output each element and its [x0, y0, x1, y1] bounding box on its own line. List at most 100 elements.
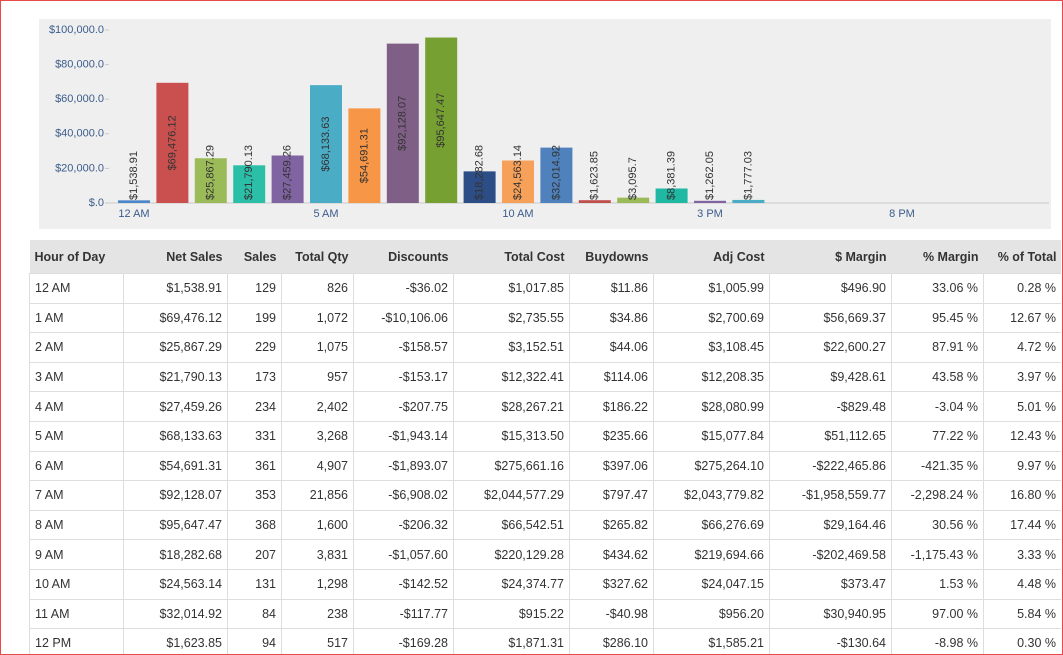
table-cell: $28,267.21 [453, 391, 570, 422]
table-cell: 1 AM [29, 302, 124, 334]
table-cell: 87.91 % [891, 332, 984, 363]
y-tick-label: $.0 [89, 197, 104, 209]
y-tick-label: $40,000.0 [55, 128, 104, 140]
table-row: 5 AM $68,133.63 331 3,268 -$1,943.14 $15,313.… [29, 420, 1061, 452]
table-cell: 826 [281, 273, 354, 304]
table-cell: $29,164.46 [769, 509, 892, 541]
table-cell: $3,108.45 [653, 332, 770, 363]
table-cell: $373.47 [769, 568, 892, 600]
table-cell: $186.22 [569, 391, 654, 422]
table-cell: 7 AM [29, 480, 124, 511]
table-row: 4 AM $27,459.26 234 2,402 -$207.75 $28,267.21… [29, 391, 1061, 422]
table-cell: 3.33 % [983, 539, 1061, 570]
table-cell: $66,542.51 [453, 509, 570, 541]
value-label: $3,095.7 [627, 157, 639, 200]
value-label: $69,476.12 [166, 115, 178, 170]
table-cell: -2,298.24 % [891, 480, 984, 511]
column-header: $ Margin [769, 240, 892, 274]
value-label: $95,647.47 [435, 93, 447, 148]
table-cell: 5.01 % [983, 391, 1061, 422]
table-body: 12 AM $1,538.91 129 826 -$36.02 $1,017.85 $11.… [29, 273, 1061, 654]
value-label: $1,777.03 [742, 151, 754, 200]
table-cell: 199 [227, 302, 282, 334]
table-cell: -$153.17 [353, 361, 454, 393]
table-cell: $11.86 [569, 273, 654, 304]
table-cell: 3 AM [29, 361, 124, 393]
table-cell: 3,831 [281, 539, 354, 570]
table-cell: $797.47 [569, 480, 654, 511]
bar [156, 82, 189, 203]
table-cell: 238 [281, 598, 354, 630]
table-cell: -$117.77 [353, 598, 454, 630]
table-cell: 12 AM [29, 273, 124, 304]
table-cell: $21,790.13 [123, 361, 228, 393]
table-cell: $28,080.99 [653, 391, 770, 422]
table-cell: 207 [227, 539, 282, 570]
table-cell: -$207.75 [353, 391, 454, 422]
bar [425, 37, 458, 203]
table-cell: 9 AM [29, 539, 124, 570]
table-cell: -8.98 % [891, 628, 984, 654]
table-cell: 9.97 % [983, 450, 1061, 482]
table-cell: -$1,893.07 [353, 450, 454, 482]
table-cell: 17.44 % [983, 509, 1061, 541]
table-cell: 12.67 % [983, 302, 1061, 334]
table-cell: -$1,958,559.77 [769, 480, 892, 511]
table-cell: $327.62 [569, 568, 654, 600]
table-cell: 16.80 % [983, 480, 1061, 511]
table-cell: 2 AM [29, 332, 124, 363]
bar [578, 200, 611, 203]
value-label: $8,381.39 [666, 151, 678, 200]
table-row: 7 AM $92,128.07 353 21,856 -$6,908.02 $2,044,… [29, 480, 1061, 511]
table-cell: 368 [227, 509, 282, 541]
x-tick-label: 12 AM [118, 208, 149, 220]
table-cell: 234 [227, 391, 282, 422]
column-header: Total Cost [453, 240, 570, 274]
table-cell: 77.22 % [891, 420, 984, 452]
table-cell: -$829.48 [769, 391, 892, 422]
table-row: 8 AM $95,647.47 368 1,600 -$206.32 $66,542.51… [29, 509, 1061, 541]
bar [694, 200, 726, 203]
table-cell: 97.00 % [891, 598, 984, 630]
table-cell: $275,661.16 [453, 450, 570, 482]
table-cell: $66,276.69 [653, 509, 770, 541]
table-cell: 229 [227, 332, 282, 363]
table-cell: 361 [227, 450, 282, 482]
table-cell: $68,133.63 [123, 420, 228, 452]
table-cell: $56,669.37 [769, 302, 892, 334]
table-cell: 8 AM [29, 509, 124, 541]
table-cell: 129 [227, 273, 282, 304]
table-cell: 3,268 [281, 420, 354, 452]
table-cell: 4,907 [281, 450, 354, 482]
table-cell: $34.86 [569, 302, 654, 334]
value-label: $24,563.14 [512, 145, 524, 200]
table-cell: $69,476.12 [123, 302, 228, 334]
table-cell: -$40.98 [569, 598, 654, 630]
bar [386, 43, 419, 203]
table-cell: 12 PM [29, 628, 124, 654]
table-cell: 1,600 [281, 509, 354, 541]
bar [118, 200, 150, 203]
table-cell: $2,700.69 [653, 302, 770, 334]
column-header: Sales [227, 240, 282, 274]
table-cell: $44.06 [569, 332, 654, 363]
value-label: $1,538.91 [128, 151, 140, 200]
bar [502, 160, 534, 203]
table-cell: $235.66 [569, 420, 654, 452]
table-cell: -421.35 % [891, 450, 984, 482]
bar [617, 197, 650, 203]
table-cell: 4 AM [29, 391, 124, 422]
bar [463, 171, 496, 203]
table-row: 2 AM $25,867.29 229 1,075 -$158.57 $3,152.51 $… [29, 332, 1061, 363]
table-cell: 12.43 % [983, 420, 1061, 452]
table-cell: 0.30 % [983, 628, 1061, 654]
table-cell: -$36.02 [353, 273, 454, 304]
table-row: 10 AM $24,563.14 131 1,298 -$142.52 $24,374.7… [29, 568, 1061, 600]
table-cell: 131 [227, 568, 282, 600]
table-cell: $25,867.29 [123, 332, 228, 363]
table-cell: 1,298 [281, 568, 354, 600]
sales-table: Hour of Day Net Sales Sales Total Qty Discou… [29, 240, 1061, 654]
table-cell: $434.62 [569, 539, 654, 570]
column-header: Net Sales [123, 240, 228, 274]
table-cell: $2,043,779.82 [653, 480, 770, 511]
